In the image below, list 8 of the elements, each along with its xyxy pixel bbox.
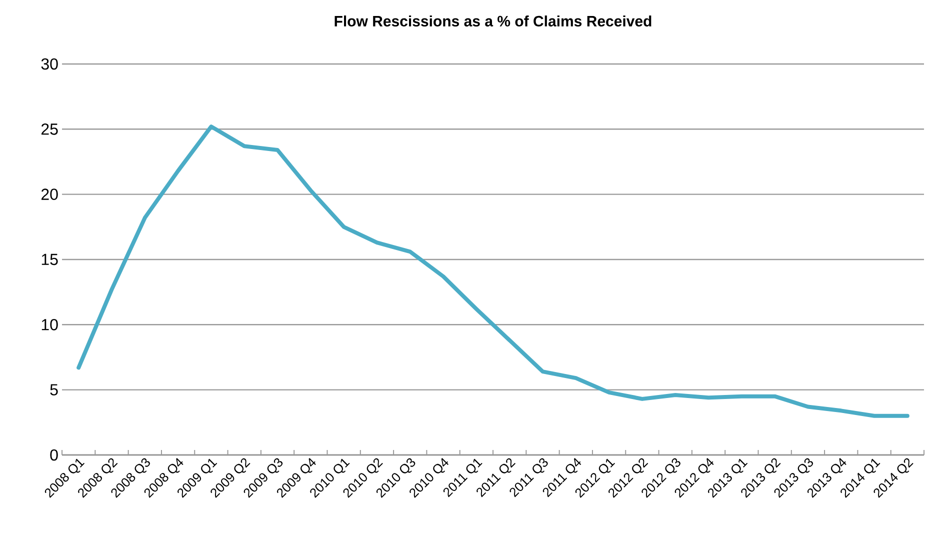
y-tick-label: 20 [41,188,58,200]
y-tick-label: 5 [50,384,58,396]
y-tick-label: 30 [41,58,58,70]
y-tick-label: 25 [41,124,58,135]
chart-title: Flow Rescissions as a % of Claims Received [334,15,652,26]
y-tick-label: 10 [42,318,58,330]
y-tick-label: 0 [50,449,58,461]
y-tick-label: 15 [42,254,58,266]
